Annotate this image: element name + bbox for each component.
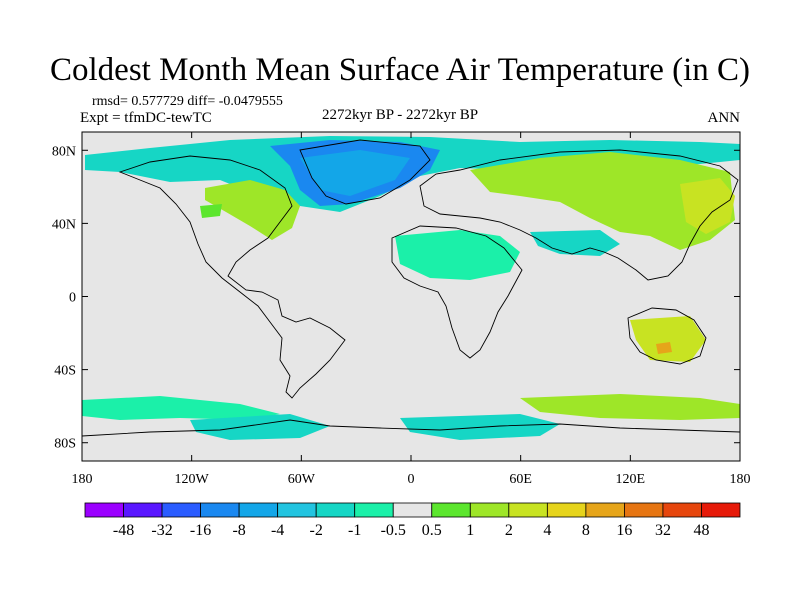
colorbar-swatch — [585, 502, 625, 518]
coastlines — [82, 139, 740, 437]
x-tick-label: 0 — [408, 472, 415, 487]
colorbar: -48 -32 -16 -8 -4 -2 -1 -0.5 0.5 1 2 4 8 16 32 48 — [84, 502, 741, 539]
colorbar-label: -16 — [190, 522, 211, 539]
colorbar-swatch — [431, 502, 471, 518]
x-tick-label: 120E — [616, 472, 646, 487]
southern-ocean-green-region — [520, 394, 740, 420]
australia-green-region — [630, 316, 706, 362]
colorbar-swatch — [392, 502, 433, 518]
x-tick-label: 180 — [730, 472, 751, 487]
greenland-core-region — [300, 150, 410, 196]
arabia-cyan-region — [530, 230, 620, 256]
y-tick-label: 40N — [52, 217, 76, 232]
colorbar-label: -0.5 — [381, 522, 406, 539]
sahara-cyan-region — [395, 230, 520, 280]
y-tick-label: 40S — [54, 364, 76, 379]
colorbar-label: 2 — [505, 522, 513, 539]
x-tick-label: 180 — [72, 472, 93, 487]
colorbar-label: -8 — [232, 522, 245, 539]
experiment-label: Expt = tfmDC-tewTC — [80, 110, 212, 126]
anomaly-fields — [82, 136, 740, 440]
colorbar-swatch — [469, 502, 510, 518]
colorbar-swatch — [84, 502, 124, 518]
antarctica-coastline — [82, 419, 740, 437]
north-america-coastline — [118, 155, 346, 399]
x-tick-label: 60E — [509, 472, 532, 487]
greenland-coastline — [299, 139, 431, 205]
colorbar-label: -4 — [271, 522, 284, 539]
colorbar-swatch — [354, 502, 394, 518]
north-america-green-region — [205, 180, 300, 240]
colorbar-swatch — [624, 502, 664, 518]
east-asia-warm-region — [680, 178, 735, 234]
australia-orange-region — [656, 342, 672, 354]
x-tick-label: 120W — [175, 472, 210, 487]
colorbar-swatch — [508, 502, 548, 518]
stats-line: rmsd= 0.577729 diff= -0.0479555 — [92, 94, 283, 109]
colorbar-label: 0.5 — [422, 522, 442, 539]
colorbar-label: 8 — [582, 522, 590, 539]
colorbar-label: 32 — [655, 522, 671, 539]
colorbar-swatch — [662, 502, 702, 518]
colorbar-swatch — [701, 502, 741, 518]
colorbar-swatch — [123, 502, 163, 518]
colorbar-label: -1 — [348, 522, 361, 539]
west-atlantic-green-region — [200, 204, 222, 218]
colorbar-swatch — [546, 502, 587, 518]
colorbar-label: 1 — [466, 522, 474, 539]
colorbar-swatch — [277, 502, 317, 518]
eurasia-green-region — [470, 152, 735, 250]
season-label: ANN — [707, 110, 741, 126]
colorbar-label: 16 — [616, 522, 632, 539]
australia-coastline — [627, 307, 707, 365]
period-label: 2272kyr BP - 2272kyr BP — [322, 107, 479, 123]
colorbar-label: -2 — [310, 522, 323, 539]
x-tick-label: 60W — [288, 472, 316, 487]
africa-coastline — [391, 225, 523, 359]
colorbar-label: -32 — [151, 522, 172, 539]
colorbar-label: -48 — [113, 522, 134, 539]
axis-ticks: 180 120W 60W 0 60E 120E 180 80N 40N 0 40S 80S — [52, 132, 751, 487]
colorbar-swatch — [315, 502, 356, 518]
y-tick-label: 0 — [69, 291, 76, 306]
colorbar-swatch — [238, 502, 279, 518]
colorbar-label: 4 — [543, 522, 551, 539]
map-title: Coldest Month Mean Surface Air Temperatu… — [50, 52, 750, 88]
y-tick-label: 80S — [54, 437, 76, 452]
eurasia-coastline — [419, 149, 739, 281]
y-tick-label: 80N — [52, 144, 76, 159]
colorbar-swatch — [161, 502, 201, 518]
colorbar-swatch — [200, 502, 240, 518]
southern-ocean-cyan-region — [82, 396, 280, 420]
colorbar-label: 48 — [693, 522, 709, 539]
